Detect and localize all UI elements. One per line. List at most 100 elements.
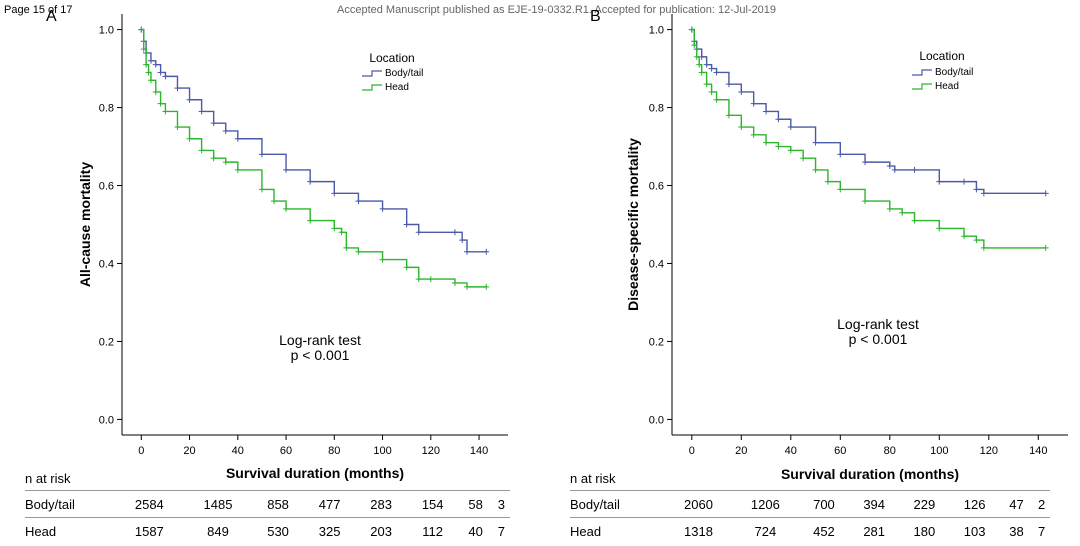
x-tick-label: 60 bbox=[834, 445, 846, 457]
censor-mark bbox=[283, 205, 290, 212]
censor-mark bbox=[222, 159, 229, 166]
risk-cell: 1485 bbox=[183, 490, 253, 518]
risk-cell: 47 bbox=[999, 490, 1034, 518]
censor-mark bbox=[708, 65, 715, 72]
risk-cell: 858 bbox=[252, 490, 304, 518]
censor-mark bbox=[824, 178, 831, 185]
series-line bbox=[141, 28, 487, 253]
chart-panel-b: 0.0 0.2 0.4 0.6 0.8 1.0 0 20 40 60 80 100 120 140 Dise… bbox=[625, 14, 1068, 482]
censor-mark bbox=[145, 69, 152, 76]
series-line bbox=[691, 28, 1046, 249]
risk-cell: 58 bbox=[458, 490, 493, 518]
risk-cell: 7 bbox=[1033, 517, 1050, 544]
y-tick-label: 0.8 bbox=[99, 103, 114, 115]
censor-mark bbox=[812, 166, 819, 173]
censor-mark bbox=[143, 61, 150, 68]
censor-mark bbox=[936, 178, 943, 185]
censor-mark bbox=[210, 120, 217, 127]
censor-mark bbox=[483, 248, 490, 255]
y-tick-label: 0.2 bbox=[99, 336, 114, 348]
risk-cell: 2060 bbox=[665, 490, 732, 518]
x-tick-label: 20 bbox=[183, 445, 195, 457]
censor-mark bbox=[222, 127, 229, 134]
series-line bbox=[691, 28, 1046, 195]
censor-mark bbox=[800, 155, 807, 162]
risk-cell: 2 bbox=[1033, 490, 1050, 518]
y-tick-label: 1.0 bbox=[649, 25, 664, 37]
risk-cell: 452 bbox=[798, 517, 850, 544]
censor-mark bbox=[775, 143, 782, 150]
x-tick-label: 140 bbox=[470, 445, 488, 457]
y-tick-label: 0.4 bbox=[99, 258, 114, 270]
censor-mark bbox=[451, 279, 458, 286]
risk-cell: 203 bbox=[355, 517, 407, 544]
censor-mark bbox=[307, 217, 314, 224]
censor-mark bbox=[899, 209, 906, 216]
x-axis-label: Survival duration (months) bbox=[226, 465, 404, 481]
risk-table-title: n at risk bbox=[25, 470, 71, 486]
x-axis-label: Survival duration (months) bbox=[781, 466, 959, 482]
legend-label: Head bbox=[385, 82, 409, 93]
x-tick-label: 80 bbox=[328, 445, 340, 457]
censor-mark bbox=[911, 166, 918, 173]
censor-mark bbox=[936, 225, 943, 232]
risk-row-label: Body/tail bbox=[25, 490, 115, 518]
censor-mark bbox=[787, 124, 794, 131]
risk-table-b: n at risk Body/tail 2060 1206 700 394 22… bbox=[570, 466, 1050, 544]
risk-cell: 1206 bbox=[731, 490, 799, 518]
censor-mark bbox=[152, 88, 159, 95]
censor-mark bbox=[157, 69, 164, 76]
censor-mark bbox=[427, 276, 434, 283]
censor-mark bbox=[307, 178, 314, 185]
legend-label: Body/tail bbox=[385, 68, 423, 79]
censor-mark bbox=[210, 155, 217, 162]
censor-mark bbox=[911, 217, 918, 224]
risk-cell: 325 bbox=[303, 517, 356, 544]
censor-mark bbox=[698, 69, 705, 76]
annotation-text: p < 0.001 bbox=[291, 347, 350, 363]
censor-mark bbox=[713, 96, 720, 103]
censor-mark bbox=[415, 276, 422, 283]
x-tick-label: 100 bbox=[930, 445, 948, 457]
annotation-text: Log-rank test bbox=[837, 316, 919, 332]
risk-cell: 229 bbox=[899, 490, 950, 518]
censor-mark bbox=[415, 229, 422, 236]
censor-mark bbox=[708, 88, 715, 95]
censor-mark bbox=[837, 151, 844, 158]
risk-cell: 7 bbox=[492, 517, 510, 544]
censor-mark bbox=[812, 139, 819, 146]
legend-title: Location bbox=[369, 51, 414, 65]
y-tick-label: 0.4 bbox=[649, 258, 664, 270]
censor-mark bbox=[725, 112, 732, 119]
x-tick-label: 0 bbox=[689, 445, 695, 457]
censor-mark bbox=[980, 190, 987, 197]
risk-cell: 180 bbox=[899, 517, 950, 544]
censor-mark bbox=[725, 81, 732, 88]
censor-mark bbox=[234, 166, 241, 173]
censor-mark bbox=[738, 124, 745, 131]
censor-mark bbox=[162, 73, 169, 80]
censor-mark bbox=[787, 147, 794, 154]
censor-mark bbox=[775, 116, 782, 123]
censor-mark bbox=[891, 166, 898, 173]
censor-mark bbox=[696, 61, 703, 68]
panel-label-b: B bbox=[590, 8, 601, 25]
censor-mark bbox=[403, 264, 410, 271]
censor-mark bbox=[703, 81, 710, 88]
censor-mark bbox=[862, 198, 869, 205]
censor-mark bbox=[750, 131, 757, 138]
manuscript-notice: Accepted Manuscript published as EJE-19-… bbox=[337, 4, 777, 16]
censor-mark bbox=[355, 198, 362, 205]
censor-mark bbox=[961, 233, 968, 240]
censor-mark bbox=[162, 108, 169, 115]
censor-mark bbox=[186, 96, 193, 103]
censor-mark bbox=[973, 186, 980, 193]
censor-mark bbox=[270, 198, 277, 205]
censor-mark bbox=[174, 124, 181, 131]
risk-cell: 112 bbox=[406, 517, 459, 544]
x-tick-label: 80 bbox=[884, 445, 896, 457]
y-tick-label: 0.0 bbox=[99, 414, 114, 426]
risk-row-label: Head bbox=[570, 517, 665, 544]
censor-mark bbox=[147, 57, 154, 64]
censor-mark bbox=[140, 46, 147, 53]
